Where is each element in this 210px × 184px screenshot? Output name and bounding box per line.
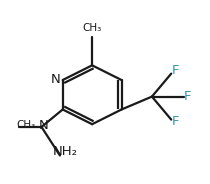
Text: F: F <box>184 90 192 103</box>
Text: F: F <box>172 115 179 128</box>
Text: N: N <box>38 119 48 132</box>
Text: N: N <box>50 73 60 86</box>
Text: CH₃: CH₃ <box>83 23 102 33</box>
Text: NH₂: NH₂ <box>53 145 78 158</box>
Text: F: F <box>172 64 179 77</box>
Text: CH₃: CH₃ <box>17 121 36 130</box>
